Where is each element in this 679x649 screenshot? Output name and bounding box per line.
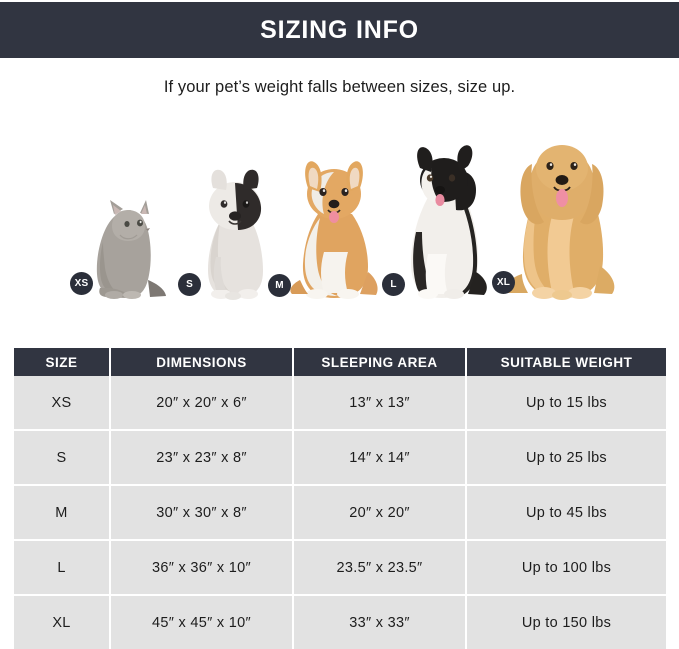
cell-size: XL <box>14 594 110 649</box>
cell-dimensions: 23″ x 23″ x 8″ <box>109 429 293 485</box>
cell-suitable-weight: Up to 25 lbs <box>465 429 666 485</box>
cell-dimensions: 36″ x 36″ x 10″ <box>109 539 293 595</box>
cell-sleeping-area: 13″ x 13″ <box>292 376 466 430</box>
pet-l: L <box>382 132 499 300</box>
cell-sleeping-area: 33″ x 33″ <box>292 594 466 649</box>
size-badge-xs: XS <box>70 272 93 295</box>
size-badge-xl: XL <box>492 271 515 294</box>
column-header-suitable-weight: SUITABLE WEIGHT <box>465 348 666 376</box>
cell-suitable-weight: Up to 150 lbs <box>465 594 666 649</box>
pet-size-illustrations: XS S <box>0 112 679 300</box>
cell-size: XS <box>14 376 110 430</box>
sizing-info-banner: SIZING INFO <box>0 2 679 58</box>
sizing-table: SIZE DIMENSIONS SLEEPING AREA SUITABLE W… <box>14 348 666 649</box>
cell-sleeping-area: 23.5″ x 23.5″ <box>292 539 466 595</box>
table-row: S 23″ x 23″ x 8″ 14″ x 14″ Up to 25 lbs <box>14 429 666 485</box>
golden-retriever-sitting-icon <box>504 145 615 300</box>
pet-xl: XL <box>492 116 632 300</box>
cell-suitable-weight: Up to 15 lbs <box>465 376 666 430</box>
cell-size: L <box>14 539 110 595</box>
cell-dimensions: 45″ x 45″ x 10″ <box>109 594 293 649</box>
cell-size: M <box>14 484 110 540</box>
table-row: XS 20″ x 20″ x 6″ 13″ x 13″ Up to 15 lbs <box>14 376 666 430</box>
cell-dimensions: 20″ x 20″ x 6″ <box>109 376 293 430</box>
french-bulldog-sitting-icon <box>208 169 263 300</box>
table-row: L 36″ x 36″ x 10″ 23.5″ x 23.5″ Up to 10… <box>14 539 666 595</box>
size-badge-l: L <box>382 273 405 296</box>
cell-suitable-weight: Up to 100 lbs <box>465 539 666 595</box>
size-badge-m: M <box>268 274 291 297</box>
table-row: XL 45″ x 45″ x 10″ 33″ x 33″ Up to 150 l… <box>14 594 666 649</box>
grey-cat-sitting-icon <box>96 200 166 299</box>
pet-s: S <box>178 162 290 300</box>
cell-suitable-weight: Up to 45 lbs <box>465 484 666 540</box>
cell-dimensions: 30″ x 30″ x 8″ <box>109 484 293 540</box>
border-collie-sitting-icon <box>410 145 487 299</box>
table-row: M 30″ x 30″ x 8″ 20″ x 20″ Up to 45 lbs <box>14 484 666 540</box>
column-header-dimensions: DIMENSIONS <box>109 348 293 376</box>
pet-m: M <box>268 148 397 300</box>
cell-sleeping-area: 20″ x 20″ <box>292 484 466 540</box>
size-badge-s: S <box>178 273 201 296</box>
cell-sleeping-area: 14″ x 14″ <box>292 429 466 485</box>
pet-xs: XS <box>70 180 180 300</box>
table-header-row: SIZE DIMENSIONS SLEEPING AREA SUITABLE W… <box>14 348 666 376</box>
column-header-sleeping-area: SLEEPING AREA <box>292 348 466 376</box>
page-title: SIZING INFO <box>260 15 419 44</box>
sizing-note: If your pet’s weight falls between sizes… <box>163 78 516 96</box>
cell-size: S <box>14 429 110 485</box>
corgi-sitting-icon <box>290 161 378 299</box>
column-header-size: SIZE <box>14 348 110 376</box>
